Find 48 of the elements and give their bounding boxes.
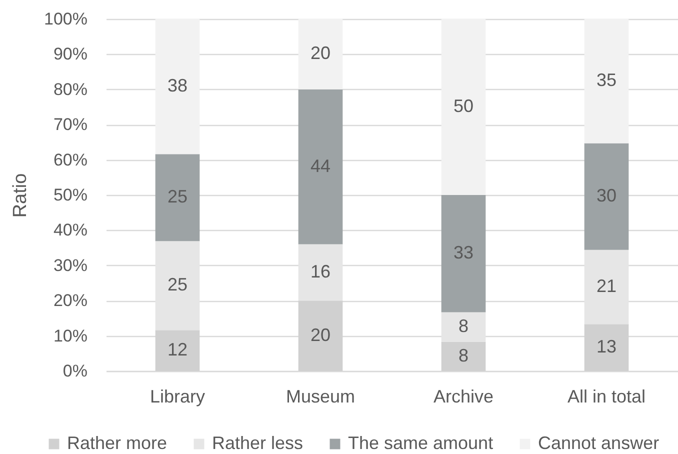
- data-label: 25: [167, 186, 188, 207]
- legend-label: The same amount: [348, 433, 494, 453]
- y-tick-label: 50%: [53, 186, 88, 204]
- bar: [155, 154, 200, 242]
- data-label: 35: [596, 70, 617, 90]
- data-label: 20: [310, 43, 331, 64]
- y-tick-label: 60%: [53, 150, 88, 170]
- y-tick-label: 0%: [62, 362, 88, 380]
- y-tick-label: 40%: [53, 220, 88, 240]
- data-label: 12: [167, 340, 188, 360]
- data-label: 8: [458, 316, 469, 336]
- bar: [155, 241, 200, 330]
- data-label: 16: [310, 261, 331, 282]
- bar: [441, 195, 486, 312]
- data-label: 44: [310, 156, 331, 176]
- data-label: 20: [310, 324, 331, 345]
- y-tick-label: 80%: [53, 80, 88, 99]
- y-tick-label: 20%: [53, 291, 88, 310]
- data-label: 8: [458, 345, 469, 366]
- data-label: 30: [596, 186, 617, 206]
- data-label: 38: [167, 76, 188, 96]
- data-label: 33: [453, 242, 474, 263]
- bar: [298, 244, 343, 301]
- bar: [584, 19, 629, 144]
- x-tick-label: Library: [150, 386, 206, 406]
- bar: [298, 19, 343, 90]
- bar: [584, 250, 629, 324]
- legend-label: Rather less: [212, 433, 304, 453]
- x-tick-label: Archive: [433, 386, 494, 406]
- bar: [155, 19, 200, 154]
- data-label: 21: [596, 276, 617, 296]
- legend-label: Cannot answer: [538, 433, 660, 453]
- bar: [441, 312, 486, 342]
- y-tick-label: 70%: [53, 115, 88, 134]
- x-tick-label: Museum: [286, 386, 356, 406]
- data-label: 13: [596, 336, 617, 357]
- y-axis-title: Ratio: [10, 173, 32, 218]
- data-label: 50: [453, 96, 474, 116]
- y-tick-label: 90%: [53, 44, 88, 64]
- data-label: 25: [167, 274, 188, 295]
- bar: [584, 143, 629, 250]
- y-tick-label: 100%: [44, 10, 88, 28]
- bar: [441, 19, 486, 195]
- bar: [298, 89, 343, 244]
- y-tick-label: 10%: [53, 326, 88, 346]
- x-tick-label: All in total: [567, 386, 646, 406]
- legend-label: Rather more: [67, 433, 168, 453]
- y-tick-label: 30%: [53, 256, 88, 275]
